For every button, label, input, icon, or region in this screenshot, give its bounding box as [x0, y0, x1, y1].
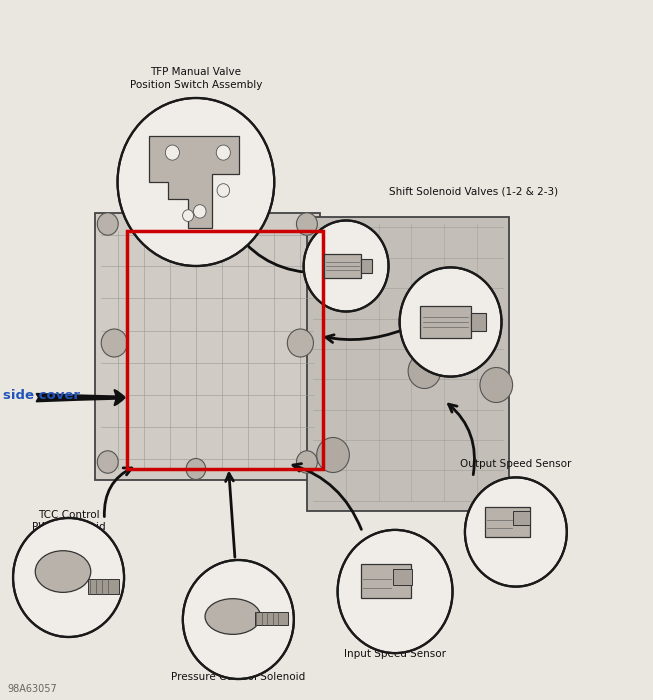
Circle shape: [304, 220, 389, 312]
Bar: [95, 214, 320, 480]
Text: TFP Manual Valve
Position Switch Assembly: TFP Manual Valve Position Switch Assembl…: [130, 67, 262, 90]
Bar: [421, 306, 471, 338]
Bar: [88, 579, 118, 594]
Bar: [360, 564, 411, 598]
Text: Input Speed Sensor: Input Speed Sensor: [344, 650, 446, 659]
Text: Shift Solenoid Valves (1-2 & 2-3): Shift Solenoid Valves (1-2 & 2-3): [389, 186, 558, 196]
Circle shape: [296, 451, 317, 473]
Circle shape: [296, 213, 317, 235]
Circle shape: [216, 145, 231, 160]
Circle shape: [101, 329, 127, 357]
Circle shape: [408, 354, 441, 388]
Circle shape: [97, 451, 118, 473]
Circle shape: [183, 560, 294, 679]
Circle shape: [118, 98, 274, 266]
Ellipse shape: [205, 598, 261, 634]
Circle shape: [400, 267, 502, 377]
Circle shape: [97, 213, 118, 235]
Circle shape: [183, 210, 193, 221]
Bar: [513, 511, 530, 525]
Bar: [471, 313, 486, 331]
Circle shape: [317, 438, 349, 472]
Text: Pressure Control Solenoid: Pressure Control Solenoid: [171, 672, 306, 682]
Text: Output Speed Sensor: Output Speed Sensor: [460, 459, 571, 469]
Circle shape: [287, 329, 313, 357]
Bar: [307, 217, 509, 511]
Circle shape: [186, 206, 206, 228]
Circle shape: [480, 368, 513, 402]
Circle shape: [317, 248, 349, 284]
Circle shape: [217, 183, 230, 197]
Bar: [255, 612, 288, 626]
Text: TCC Control
PWM Solenoid: TCC Control PWM Solenoid: [32, 510, 105, 532]
Circle shape: [338, 530, 453, 653]
Circle shape: [13, 518, 124, 637]
Circle shape: [193, 204, 206, 218]
Bar: [392, 569, 412, 584]
Bar: [127, 231, 323, 469]
Circle shape: [465, 477, 567, 587]
Text: 98A63057: 98A63057: [8, 685, 57, 694]
Bar: [485, 507, 530, 537]
Ellipse shape: [35, 551, 91, 592]
Circle shape: [165, 145, 180, 160]
Bar: [361, 260, 372, 272]
Bar: [324, 254, 361, 278]
Circle shape: [186, 458, 206, 480]
Polygon shape: [149, 136, 239, 228]
Text: side cover: side cover: [3, 389, 80, 402]
